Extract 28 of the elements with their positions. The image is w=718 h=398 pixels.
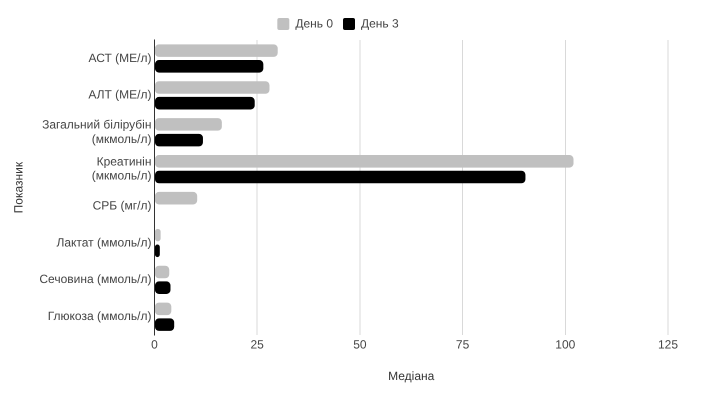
y-tick-label: Загальний білірубін (мкмоль/л) (42, 117, 152, 146)
x-tick-label: 0 (151, 338, 158, 352)
y-tick-label: СРБ (мг/л) (92, 198, 152, 212)
legend-label: День 0 (295, 16, 334, 30)
bar (154, 318, 174, 331)
x-tick-label: 50 (353, 338, 367, 352)
x-tick-label: 75 (456, 338, 470, 352)
x-tick-label: 25 (250, 338, 264, 352)
bar (154, 155, 574, 168)
x-tick-label: 100 (555, 338, 576, 352)
y-tick-label: Глюкоза (ммоль/л) (48, 309, 152, 324)
bar (154, 81, 270, 94)
y-axis-title: Показник (12, 161, 26, 214)
bar (154, 60, 264, 73)
y-tick-label: Сечовина (ммоль/л) (39, 272, 152, 286)
bar (154, 192, 198, 204)
y-tick-label: АЛТ (МЕ/л) (88, 88, 152, 102)
y-tick-label: Креатинін (мкмоль/л) (92, 154, 152, 183)
y-tick-label: Лактат (ммоль/л) (56, 235, 152, 250)
bar (154, 96, 255, 110)
legend-label: День 3 (361, 16, 400, 30)
y-tick-label: АСТ (МЕ/л) (88, 50, 152, 65)
x-axis-title: Медіана (388, 369, 435, 384)
bar (154, 170, 526, 184)
bar (154, 44, 278, 57)
bar (154, 134, 203, 146)
x-tick-label: 125 (658, 338, 678, 352)
bar (154, 118, 222, 131)
